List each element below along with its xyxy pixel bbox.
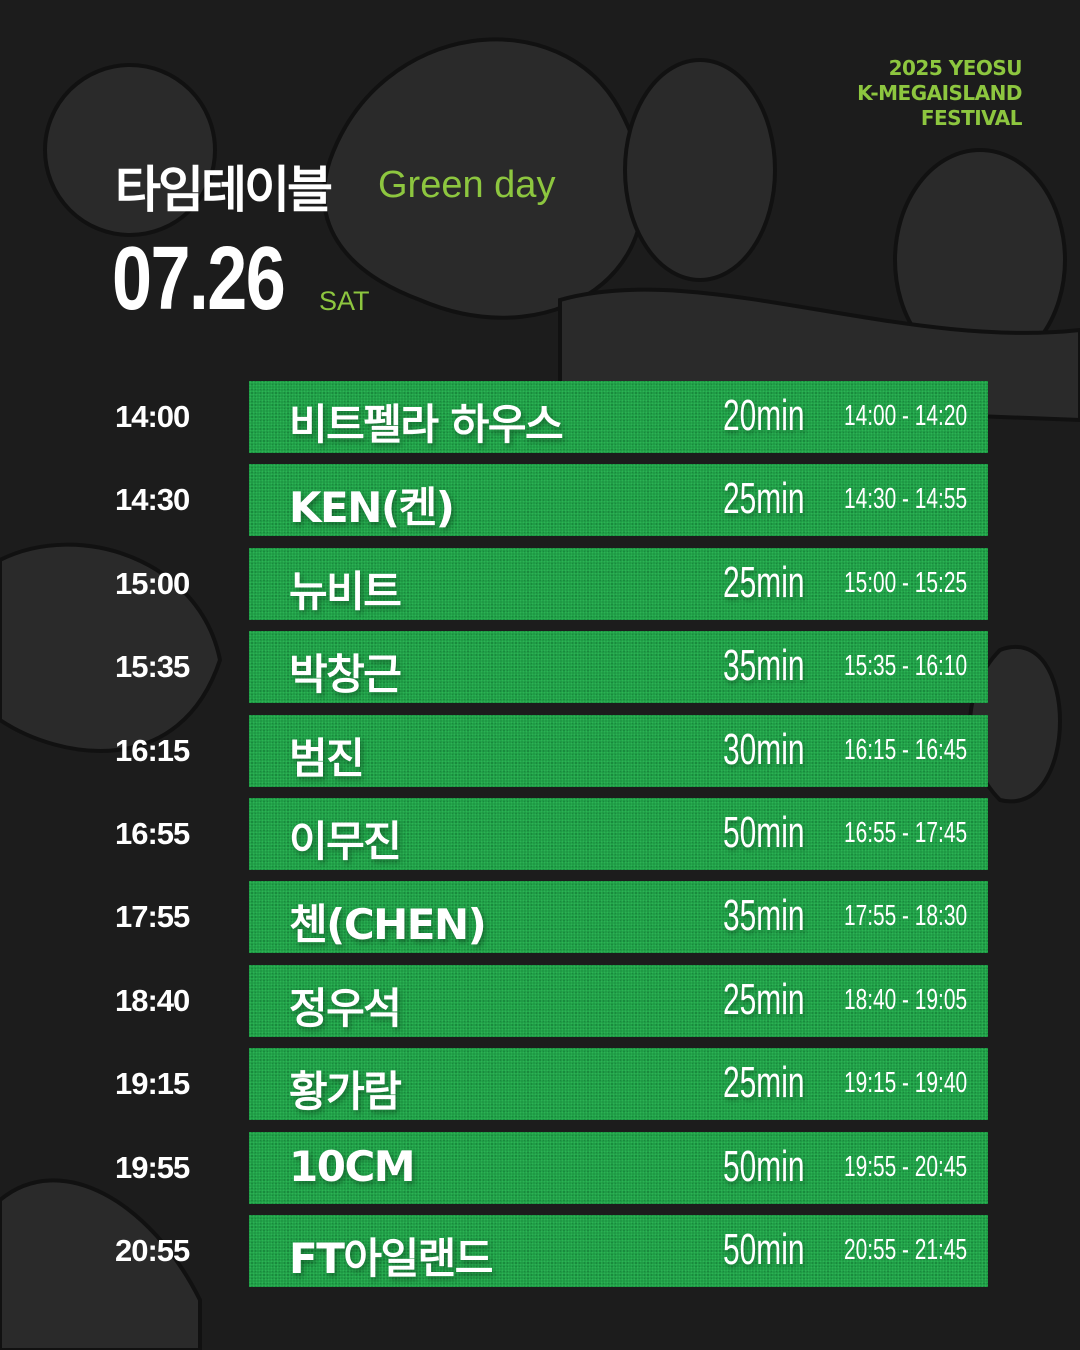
duration: 35min bbox=[723, 641, 805, 691]
start-time: 14:00 bbox=[115, 399, 190, 434]
performance-bar: KEN(켄) 25min 14:30 - 14:55 bbox=[249, 464, 988, 537]
event-date: 07.26 bbox=[112, 229, 286, 329]
schedule-row: 15:00 뉴비트 25min 15:00 - 15:25 bbox=[0, 547, 1080, 620]
page-title: 타임테이블 bbox=[115, 161, 333, 219]
artist-name: KEN(켄) bbox=[289, 483, 455, 533]
artist-name: 황가람 bbox=[289, 1067, 402, 1117]
artist-name: 범진 bbox=[289, 733, 365, 783]
festival-line-3: FESTIVAL bbox=[920, 106, 1023, 130]
duration: 35min bbox=[723, 891, 805, 941]
start-time: 19:55 bbox=[115, 1149, 190, 1185]
performance-bar: 황가람 25min 19:15 - 19:40 bbox=[249, 1048, 988, 1121]
start-time: 15:00 bbox=[115, 565, 190, 601]
start-time: 14:30 bbox=[115, 482, 190, 518]
artist-name: 정우석 bbox=[289, 983, 402, 1033]
schedule-row: 15:35 박창근 35min 15:35 - 16:10 bbox=[0, 631, 1080, 704]
day-theme: Green day bbox=[378, 164, 556, 206]
performance-bar: 이무진 50min 16:55 - 17:45 bbox=[249, 798, 988, 870]
performance-bar: 10CM 50min 19:55 - 20:45 bbox=[249, 1131, 988, 1204]
performance-bar: 정우석 25min 18:40 - 19:05 bbox=[249, 964, 988, 1037]
time-range: 18:40 - 19:05 bbox=[844, 983, 968, 1016]
duration: 30min bbox=[723, 724, 805, 774]
performance-bar: 첸(CHEN) 35min 17:55 - 18:30 bbox=[249, 881, 988, 954]
duration: 25min bbox=[723, 474, 805, 524]
event-weekday: SAT bbox=[319, 286, 370, 316]
duration: 20min bbox=[723, 391, 805, 440]
festival-logo-text: 2025 YEOSU K-MEGAISLAND FESTIVAL bbox=[857, 56, 1022, 131]
time-range: 19:55 - 20:45 bbox=[844, 1150, 968, 1183]
schedule-row: 19:55 10CM 50min 19:55 - 20:45 bbox=[0, 1131, 1080, 1204]
festival-line-1: 2025 YEOSU bbox=[888, 56, 1023, 80]
artist-name: 이무진 bbox=[289, 817, 402, 866]
artist-name: 10CM bbox=[289, 1141, 416, 1191]
artist-name: 뉴비트 bbox=[289, 566, 402, 616]
start-time: 20:55 bbox=[115, 1233, 190, 1268]
duration: 25min bbox=[723, 557, 805, 607]
time-range: 19:15 - 19:40 bbox=[844, 1067, 968, 1100]
artist-name: 비트펠라 하우스 bbox=[289, 400, 564, 449]
schedule-row: 19:15 황가람 25min 19:15 - 19:40 bbox=[0, 1048, 1080, 1121]
start-time: 16:55 bbox=[115, 816, 190, 851]
schedule-row: 20:55 FT아일랜드 50min 20:55 - 21:45 bbox=[0, 1215, 1080, 1287]
schedule-row: 16:55 이무진 50min 16:55 - 17:45 bbox=[0, 798, 1080, 870]
artist-name: 박창근 bbox=[289, 650, 402, 700]
time-range: 15:00 - 15:25 bbox=[844, 566, 968, 599]
artist-name: FT아일랜드 bbox=[289, 1234, 493, 1283]
time-range: 16:15 - 16:45 bbox=[844, 733, 968, 766]
duration: 25min bbox=[723, 1058, 805, 1108]
performance-bar: 뉴비트 25min 15:00 - 15:25 bbox=[249, 547, 988, 620]
duration: 50min bbox=[723, 808, 805, 857]
schedule-row: 14:00 비트펠라 하우스 20min 14:00 - 14:20 bbox=[0, 381, 1080, 453]
start-time: 18:40 bbox=[115, 982, 190, 1018]
festival-line-2: K-MEGAISLAND bbox=[857, 81, 1022, 105]
time-range: 17:55 - 18:30 bbox=[844, 900, 968, 933]
performance-bar: 비트펠라 하우스 20min 14:00 - 14:20 bbox=[249, 381, 988, 453]
time-range: 14:30 - 14:55 bbox=[844, 483, 968, 516]
time-range: 20:55 - 21:45 bbox=[844, 1234, 968, 1266]
artist-name: 첸(CHEN) bbox=[289, 900, 487, 950]
duration: 50min bbox=[723, 1225, 805, 1274]
performance-bar: 박창근 35min 15:35 - 16:10 bbox=[249, 631, 988, 704]
start-time: 16:15 bbox=[115, 732, 190, 768]
schedule-row: 14:30 KEN(켄) 25min 14:30 - 14:55 bbox=[0, 464, 1080, 537]
schedule-row: 17:55 첸(CHEN) 35min 17:55 - 18:30 bbox=[0, 881, 1080, 954]
schedule-row: 18:40 정우석 25min 18:40 - 19:05 bbox=[0, 964, 1080, 1037]
time-range: 14:00 - 14:20 bbox=[844, 400, 968, 432]
start-time: 17:55 bbox=[115, 899, 190, 935]
time-range: 16:55 - 17:45 bbox=[844, 817, 968, 849]
start-time: 15:35 bbox=[115, 649, 190, 685]
time-range: 15:35 - 16:10 bbox=[844, 650, 968, 683]
duration: 25min bbox=[723, 974, 805, 1024]
performance-bar: 범진 30min 16:15 - 16:45 bbox=[249, 714, 988, 787]
schedule-row: 16:15 범진 30min 16:15 - 16:45 bbox=[0, 714, 1080, 787]
performance-bar: FT아일랜드 50min 20:55 - 21:45 bbox=[249, 1215, 988, 1287]
start-time: 19:15 bbox=[115, 1066, 190, 1102]
duration: 50min bbox=[723, 1141, 805, 1191]
